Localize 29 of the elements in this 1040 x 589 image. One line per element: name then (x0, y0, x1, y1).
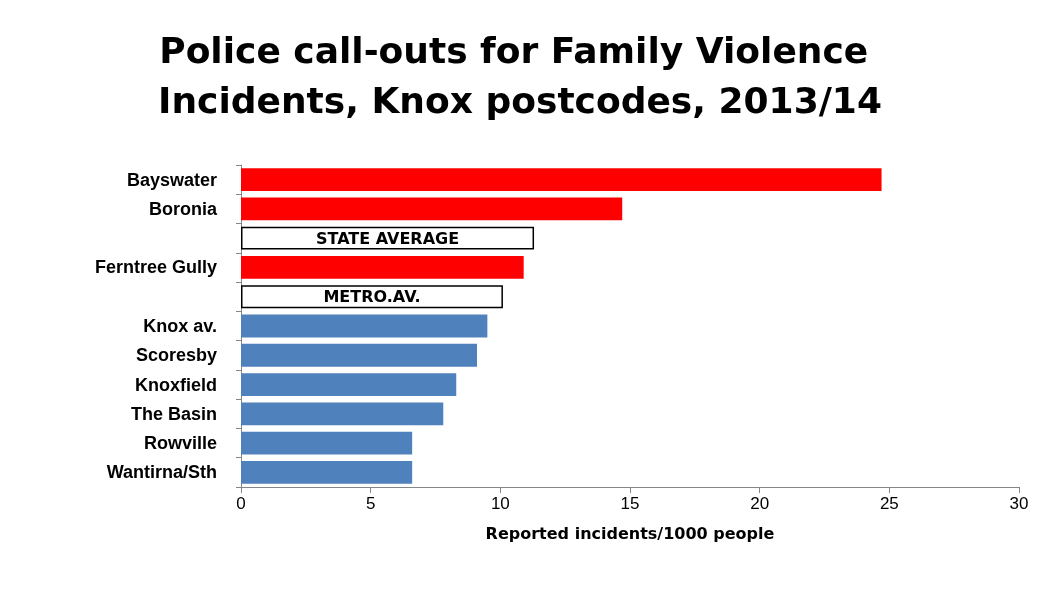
x-tick-label: 0 (236, 494, 246, 513)
data-label: STATE AVERAGE (315, 228, 460, 248)
y-tick-label: Knoxfield (134, 374, 217, 395)
x-axis-title: Reported incidents/1000 people (485, 523, 775, 543)
bar (241, 343, 477, 367)
bar (241, 168, 882, 192)
y-tick-label: Rowville (143, 433, 217, 454)
x-tick-label: 5 (365, 494, 376, 513)
data-label: METRO.AV. (323, 287, 421, 307)
x-tick-label: 10 (490, 494, 510, 513)
y-tick-label: Knox av. (143, 316, 217, 336)
bar (241, 431, 413, 455)
x-tick-label: 15 (620, 494, 640, 513)
y-tick-label: Scoresby (135, 345, 217, 366)
y-tick-label: The Basin (130, 403, 217, 424)
y-tick-label: Ferntree Gully (94, 257, 217, 278)
x-tick-label: 25 (879, 494, 899, 513)
bar (241, 314, 488, 338)
bar (241, 373, 457, 396)
chart-title: Police call-outs for Family Violence Incidents, Knox postcodes, 2013/14 (158, 29, 882, 121)
x-tick-label: 20 (750, 494, 770, 513)
y-tick-label: Wantirna/Sth (106, 462, 217, 483)
x-tick-label: 30 (1009, 494, 1029, 513)
bar (241, 197, 623, 221)
bar (241, 460, 413, 484)
y-tick-label: Bayswater (126, 169, 217, 190)
bar (241, 402, 444, 426)
bar (241, 256, 524, 279)
y-tick-label: Boronia (148, 198, 218, 219)
